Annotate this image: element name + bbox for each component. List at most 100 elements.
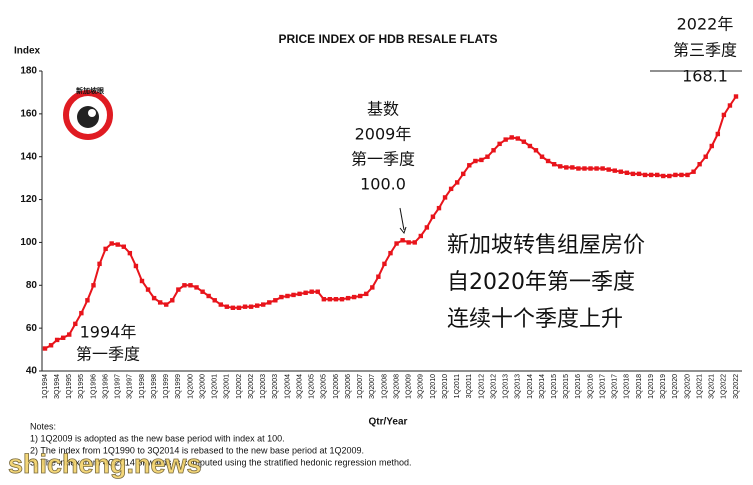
point	[406, 240, 411, 245]
x-tick-label: 3Q2010	[442, 374, 449, 399]
x-tick-label: 1Q2014	[527, 374, 534, 399]
y-tick-label: 80	[26, 280, 38, 291]
point	[164, 302, 169, 307]
point	[612, 168, 617, 173]
point	[691, 169, 696, 174]
x-tick-label: 3Q1997	[127, 374, 134, 399]
x-tick-label: 3Q2003	[272, 374, 279, 399]
x-tick-label: 3Q2020	[684, 374, 691, 399]
headline: 新加坡转售组屋房价	[447, 233, 645, 258]
x-tick-label: 1Q1998	[139, 374, 146, 399]
point	[115, 242, 120, 247]
point	[145, 287, 151, 292]
point	[448, 186, 454, 192]
point	[430, 214, 436, 219]
x-tick-label: 3Q2009	[418, 374, 425, 399]
arrow	[399, 207, 405, 231]
annotation: 1994年	[80, 323, 137, 342]
point	[436, 205, 442, 211]
point	[200, 289, 205, 294]
x-tick-label: 3Q2001	[224, 374, 231, 399]
point	[733, 94, 739, 99]
y-tick-label: 160	[20, 108, 37, 119]
point	[400, 238, 405, 243]
point	[60, 335, 66, 340]
note: 1) 1Q2009 is adopted as the new base per…	[30, 433, 285, 443]
x-tick-label: 1Q2021	[696, 374, 703, 399]
point	[515, 136, 520, 141]
annotation: 第一季度	[76, 345, 140, 364]
point	[533, 148, 539, 153]
point	[261, 302, 266, 307]
y-tick-label: 180	[20, 66, 37, 77]
x-tick-label: 3Q2002	[248, 374, 255, 399]
point	[412, 240, 417, 245]
x-tick-label: 3Q2022	[733, 374, 740, 399]
x-tick-label: 1Q1995	[66, 374, 73, 399]
x-tick-label: 1Q2003	[260, 374, 267, 399]
point	[139, 278, 145, 284]
annotation: 2009年	[355, 125, 412, 144]
point	[679, 172, 684, 178]
point	[661, 173, 666, 179]
point	[254, 303, 260, 308]
annotation: 168.1	[682, 67, 728, 86]
point	[345, 295, 351, 301]
point	[157, 300, 163, 305]
x-tick-label: 3Q2000	[199, 374, 206, 399]
point	[539, 154, 545, 159]
y-tick-label: 100	[20, 237, 37, 248]
point	[606, 167, 611, 172]
annotation: 100.0	[360, 175, 406, 194]
note: Notes:	[30, 421, 56, 431]
point	[454, 180, 460, 185]
point	[418, 233, 424, 239]
x-tick-label: 1Q2022	[721, 374, 728, 399]
point	[491, 148, 496, 153]
x-tick-label: 1Q2011	[454, 374, 461, 398]
point	[170, 298, 175, 303]
point	[461, 171, 466, 177]
y-tick-label: 60	[26, 323, 38, 334]
point	[315, 289, 320, 294]
point	[703, 154, 708, 159]
point	[721, 112, 727, 118]
point	[618, 169, 624, 174]
x-tick-label: 1Q2002	[236, 374, 243, 399]
x-tick-label: 1Q2010	[430, 374, 437, 399]
x-tick-label: 3Q2014	[539, 374, 546, 399]
logo-text: 新加坡眼	[76, 86, 104, 95]
chart-title: PRICE INDEX OF HDB RESALE FLATS	[278, 32, 497, 46]
point	[527, 143, 533, 149]
annotation: 基数	[367, 100, 399, 119]
point	[297, 291, 302, 297]
point	[370, 285, 375, 290]
x-tick-label: 1Q2012	[478, 374, 485, 399]
x-tick-label: 3Q1996	[102, 374, 109, 399]
point	[582, 166, 587, 171]
x-tick-label: 3Q2017	[612, 374, 619, 399]
x-tick-label: 1Q2018	[624, 374, 631, 399]
point	[97, 261, 102, 267]
point	[570, 165, 575, 170]
point	[121, 244, 126, 249]
point	[133, 263, 139, 269]
watermark: shicheng.news	[8, 449, 202, 479]
x-tick-label: 1Q1999	[163, 374, 170, 399]
point	[673, 172, 678, 178]
point	[206, 293, 211, 299]
x-tick-label: 3Q2021	[709, 374, 716, 399]
headline: 自2020年第一季度	[447, 270, 635, 295]
point	[473, 158, 478, 164]
point	[648, 172, 654, 178]
x-tick-label: 1Q2009	[406, 374, 413, 399]
point	[442, 195, 448, 200]
x-tick-label: 1Q1994	[42, 374, 49, 399]
x-tick-label: 3Q2004	[296, 374, 303, 399]
point	[182, 283, 187, 288]
x-tick-label: 1Q2015	[551, 374, 558, 399]
point	[357, 293, 363, 299]
point	[630, 171, 636, 177]
point	[551, 162, 557, 167]
point	[364, 291, 369, 297]
